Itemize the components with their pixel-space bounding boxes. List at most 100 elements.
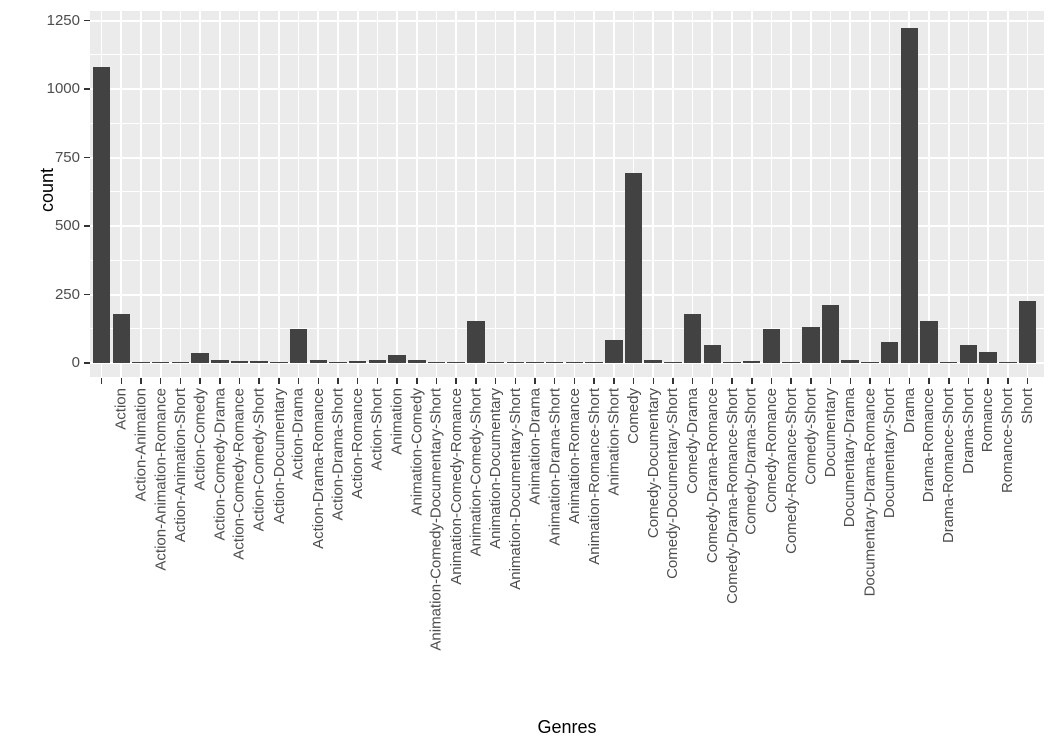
x-tick-label-text: Drama-Romance-Short xyxy=(940,388,958,544)
bar-Animation xyxy=(388,355,406,363)
x-tick-label-text: Action-Short xyxy=(368,388,386,471)
bar-Drama-Romance xyxy=(920,320,938,363)
y-tick xyxy=(84,19,90,22)
x-tick xyxy=(908,378,910,384)
bar-Action-Short xyxy=(368,360,387,363)
x-tick xyxy=(829,378,832,384)
gridline-minor-y xyxy=(90,259,1044,261)
x-tick xyxy=(435,378,438,384)
gridline-minor-y xyxy=(90,122,1044,124)
x-tick-label-text: Action-Drama xyxy=(290,388,308,480)
gridline-major-x xyxy=(790,11,792,377)
gridline-major-x xyxy=(612,11,615,377)
gridline-major-x xyxy=(829,11,832,377)
x-tick-label-text: Comedy xyxy=(625,388,642,444)
x-tick xyxy=(928,378,930,384)
gridline-major-x xyxy=(672,11,674,377)
y-axis-title-text: count xyxy=(37,168,57,213)
gridline-major-x xyxy=(218,11,221,377)
x-tick xyxy=(770,378,773,384)
bar-Animation-Romance xyxy=(565,361,584,363)
y-tick-label: 0 xyxy=(71,354,80,371)
x-tick-label-text: Comedy-Documentary xyxy=(644,388,662,539)
x-tick xyxy=(613,378,615,384)
bar-Action-Animation-Romance xyxy=(151,361,170,363)
x-tick xyxy=(790,378,792,384)
gridline-minor-y xyxy=(90,191,1044,193)
bar-Animation-Comedy-Documentary-Short xyxy=(427,361,446,363)
x-tick-label-text: Drama xyxy=(900,388,918,434)
x-tick-label-text: Animation-Comedy-Short xyxy=(467,388,485,557)
gridline-major-x xyxy=(140,11,142,377)
x-tick xyxy=(849,378,851,384)
x-tick xyxy=(179,378,182,384)
gridline-major-x xyxy=(869,11,871,377)
x-tick xyxy=(711,378,713,384)
x-tick xyxy=(632,378,635,384)
x-tick-label-text: Animation-Drama-Short xyxy=(546,388,564,546)
gridline-major-x xyxy=(731,11,733,377)
y-tick xyxy=(84,293,90,296)
x-tick xyxy=(159,378,162,384)
bar-Comedy-Drama-Romance xyxy=(703,344,722,363)
bar-Comedy-Documentary xyxy=(644,360,662,363)
bar-Animation-Documentary xyxy=(486,361,505,363)
bar-Comedy-Drama xyxy=(683,313,702,363)
x-tick xyxy=(573,378,576,384)
x-tick xyxy=(888,378,891,384)
y-tick xyxy=(84,156,90,159)
x-tick-label-text: Action-Animation-Romance xyxy=(152,388,170,571)
x-tick xyxy=(258,378,260,384)
y-tick-label: 750 xyxy=(54,148,80,166)
gridline-major-y xyxy=(90,362,1044,364)
gridline-major-x xyxy=(455,11,458,377)
x-tick xyxy=(219,378,221,384)
gridline-major-x xyxy=(652,11,655,377)
x-tick-label-text: Action-Romance xyxy=(349,388,367,499)
x-tick xyxy=(494,378,497,384)
x-tick xyxy=(652,378,654,384)
x-tick-label-text: Comedy-Romance-Short xyxy=(782,388,800,554)
bar-Animation-Comedy-Short xyxy=(467,320,485,363)
bar-Comedy-Drama-Short xyxy=(742,360,761,363)
gridline-major-x xyxy=(593,11,595,377)
bar-Action-Animation-Short xyxy=(171,361,190,363)
x-tick-label-text: Animation-Drama xyxy=(526,388,544,505)
x-tick-label-text: Comedy-Romance xyxy=(762,388,780,514)
x-tick-label-text: Animation-Comedy-Romance xyxy=(447,388,465,585)
x-tick-label-text: Action-Drama-Romance xyxy=(309,388,327,549)
y-tick-label: 250 xyxy=(54,285,80,303)
gridline-major-x xyxy=(258,11,261,377)
bar-Comedy-Short xyxy=(802,327,820,363)
gridline-major-x xyxy=(750,11,753,377)
bar-Action-Drama-Romance xyxy=(309,359,328,363)
x-tick-label-text: Action-Drama-Short xyxy=(329,388,347,521)
x-axis-title: Genres xyxy=(537,717,597,737)
x-tick-label-text: Documentary-Drama-Romance xyxy=(861,388,879,597)
gridline-major-x xyxy=(1026,11,1029,377)
x-tick-label-text: Documentary-Drama xyxy=(841,388,859,528)
x-tick xyxy=(691,378,694,384)
x-tick-label-text: Action-Animation-Short xyxy=(171,388,189,543)
x-tick xyxy=(100,378,103,384)
x-tick xyxy=(376,378,379,384)
gridline-major-x xyxy=(415,11,418,377)
x-tick-label-text: Animation-Short xyxy=(605,388,623,496)
gridline-major-x xyxy=(809,11,812,377)
bar-Romance xyxy=(979,351,997,363)
x-tick-label-text: Romance-Short xyxy=(999,388,1017,494)
gridline-major-x xyxy=(159,11,162,377)
x-tick xyxy=(672,378,674,384)
bar-Action-Drama xyxy=(289,329,308,363)
x-tick-label-text: Comedy-Documentary-Short xyxy=(664,388,682,579)
y-tick-label: 1000 xyxy=(46,80,80,97)
bar-Action xyxy=(112,313,131,363)
x-tick xyxy=(317,378,319,384)
gridline-major-x xyxy=(317,11,320,377)
bar-Action-Romance xyxy=(348,360,367,363)
x-tick-label-text: Action-Comedy-Short xyxy=(250,388,268,532)
x-tick xyxy=(455,378,457,384)
gridline-major-y xyxy=(90,88,1044,90)
bar-Drama-Romance-Short xyxy=(939,361,958,363)
